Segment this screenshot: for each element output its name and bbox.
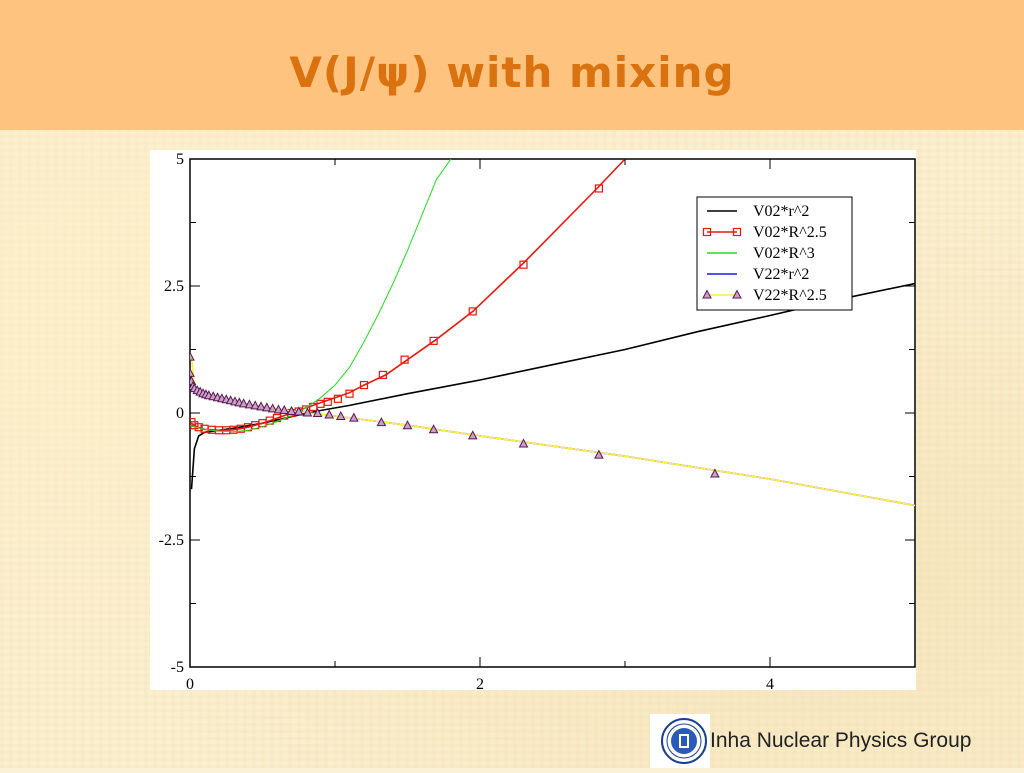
data-point (273, 404, 284, 414)
y-tick-label: 0 (176, 405, 184, 422)
data-point (279, 404, 290, 414)
title-banner (0, 0, 1024, 130)
data-point (376, 417, 387, 427)
data-point (312, 407, 323, 418)
series-line (191, 159, 626, 432)
data-point (238, 398, 249, 408)
legend-label: V22*R^2.5 (753, 287, 827, 304)
data-point (324, 409, 335, 419)
x-tick-label: 0 (186, 676, 194, 690)
data-point (467, 430, 478, 440)
series-2 (190, 159, 452, 433)
legend-marker (732, 289, 742, 299)
legend-label: V22*r^2 (753, 266, 809, 283)
data-point (518, 438, 529, 448)
series-0 (190, 282, 915, 490)
data-point (359, 380, 369, 390)
data-point (333, 394, 342, 403)
data-point (262, 402, 272, 412)
series-line (190, 282, 915, 490)
data-point (519, 260, 528, 269)
data-point (594, 184, 603, 193)
legend-label: V02*R^2.5 (753, 224, 827, 241)
data-point (267, 403, 278, 413)
series-line (190, 384, 915, 507)
data-point (400, 355, 409, 364)
series-line (190, 357, 915, 507)
data-point (429, 336, 438, 345)
data-point (402, 420, 413, 430)
series-line (190, 159, 452, 433)
y-tick-label: -5 (171, 659, 184, 676)
y-tick-label: 2.5 (164, 278, 184, 295)
data-point (345, 389, 354, 398)
chart-area: 0 2 4 5 2.5 0 -2.5 -5 V02*r^2 V02*R^2.5 V02*R^3 V2… (150, 150, 916, 690)
series-3 (190, 384, 915, 507)
series-4 (190, 351, 915, 507)
data-point (250, 400, 261, 410)
x-tick-label: 4 (766, 676, 774, 690)
data-point (710, 468, 720, 478)
chart-svg: 0 2 4 5 2.5 0 -2.5 -5 V02*r^2 V02*R^2.5 V02*R^3 V2… (159, 151, 916, 690)
legend-marker (702, 227, 712, 237)
legend-marker (732, 227, 742, 237)
data-point (468, 307, 477, 316)
data-point (190, 421, 199, 430)
y-tick-label: 5 (176, 151, 184, 168)
data-point (190, 367, 195, 377)
data-point (302, 407, 313, 417)
y-tick-label: -2.5 (159, 532, 184, 549)
university-logo (650, 714, 710, 768)
data-point (244, 399, 255, 409)
data-point (428, 424, 439, 434)
data-point (378, 370, 387, 379)
x-tick-label: 2 (476, 676, 484, 690)
data-point (190, 351, 195, 361)
data-point (594, 449, 604, 459)
footer-label: Inha Nuclear Physics Group (710, 729, 972, 752)
data-point (335, 410, 346, 421)
data-point (349, 412, 359, 422)
series-1 (190, 159, 626, 435)
slide-title: V(J/ψ) with mixing (289, 48, 735, 97)
data-point (256, 401, 266, 411)
footer: Inha Nuclear Physics Group (650, 714, 1020, 768)
data-point (286, 405, 297, 415)
data-point (293, 406, 304, 416)
legend-label: V02*r^2 (753, 203, 809, 220)
data-point (323, 397, 332, 406)
legend-label: V02*R^3 (753, 245, 815, 262)
legend-marker (702, 289, 712, 299)
